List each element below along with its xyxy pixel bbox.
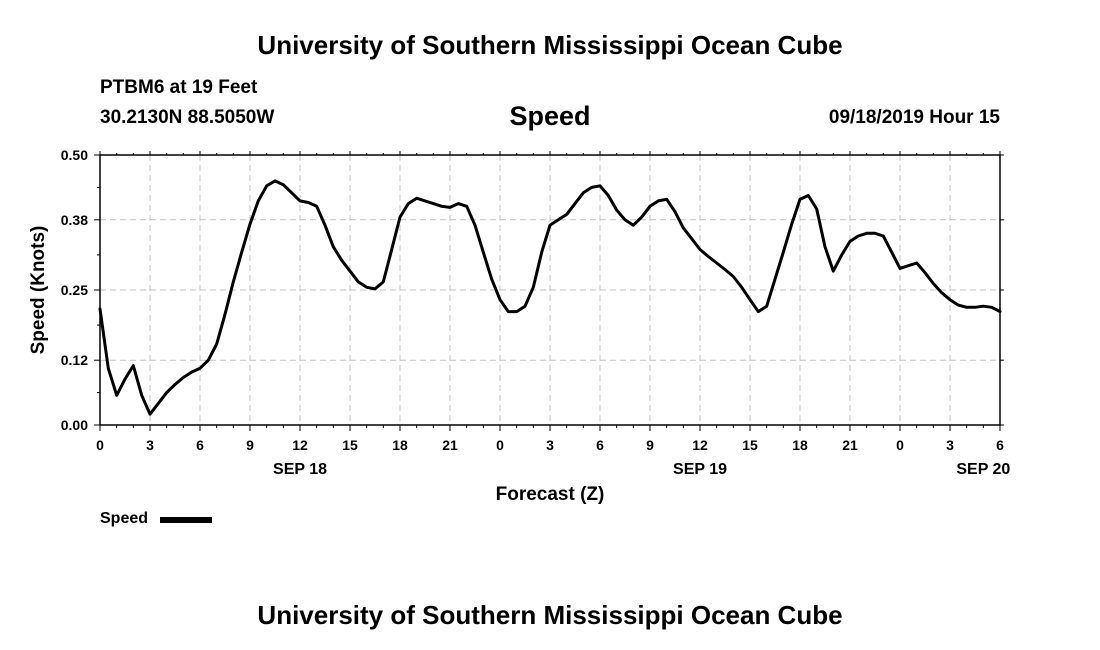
series-layer xyxy=(98,179,1002,416)
chart-title: Speed xyxy=(509,101,591,131)
x-tick-label: 15 xyxy=(342,437,358,453)
datetime-label: 09/18/2019 Hour 15 xyxy=(828,107,1000,128)
x-tick-label: 21 xyxy=(842,437,858,453)
x-tick-label: 9 xyxy=(246,437,254,453)
bottom-title: University of Southern Mississippi Ocean… xyxy=(257,600,843,630)
x-axis-label: Forecast (Z) xyxy=(496,484,605,505)
axis-tick-labels: 0 3 6 9 12 15 18 21 0 3 6 9 12 15 18 21 0 3 6 0.00 0.12 0.25 0… xyxy=(61,147,1011,478)
date-label: SEP 20 xyxy=(956,461,1010,478)
y-tick-label: 0.12 xyxy=(61,352,88,368)
axis-ticks xyxy=(94,151,1004,431)
x-tick-label: 3 xyxy=(546,437,554,453)
y-tick-label: 0.00 xyxy=(61,417,88,433)
x-tick-label: 6 xyxy=(996,437,1004,453)
x-tick-label: 18 xyxy=(392,437,408,453)
x-tick-label: 15 xyxy=(742,437,758,453)
x-tick-label: 0 xyxy=(96,437,104,453)
y-tick-label: 0.38 xyxy=(61,212,88,228)
x-tick-label: 12 xyxy=(692,437,708,453)
top-title: University of Southern Mississippi Ocean… xyxy=(257,30,843,60)
x-tick-label: 9 xyxy=(646,437,654,453)
station-label: PTBM6 at 19 Feet xyxy=(100,77,258,98)
y-tick-label: 0.25 xyxy=(61,282,88,298)
speed-series-line xyxy=(98,179,1002,416)
x-tick-label: 3 xyxy=(946,437,954,453)
grid xyxy=(100,155,1000,425)
x-tick-label: 6 xyxy=(196,437,204,453)
x-tick-label: 0 xyxy=(896,437,904,453)
x-tick-label: 12 xyxy=(292,437,308,453)
x-tick-label: 0 xyxy=(496,437,504,453)
legend-label: Speed xyxy=(100,510,149,527)
date-label: SEP 18 xyxy=(273,461,327,478)
x-tick-label: 21 xyxy=(442,437,458,453)
y-axis-label: Speed (Knots) xyxy=(28,226,49,355)
legend-swatch xyxy=(160,517,212,523)
location-label: 30.2130N 88.5050W xyxy=(100,107,275,128)
x-tick-label: 18 xyxy=(792,437,808,453)
date-label: SEP 19 xyxy=(673,461,727,478)
x-tick-label: 6 xyxy=(596,437,604,453)
y-tick-label: 0.50 xyxy=(61,147,88,163)
x-tick-label: 3 xyxy=(146,437,154,453)
